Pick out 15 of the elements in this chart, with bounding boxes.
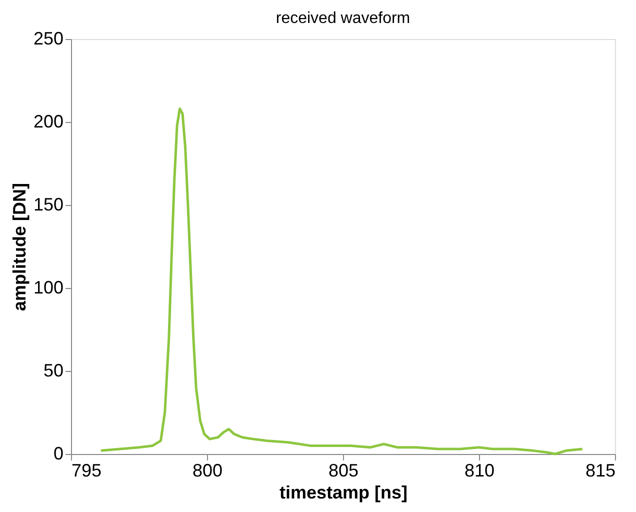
y-tick-label: 150 — [33, 194, 64, 214]
line-series — [100, 107, 584, 456]
y-tick-label: 50 — [43, 360, 64, 380]
x-tick-label: 815 — [585, 460, 616, 480]
y-tick-label: 250 — [33, 28, 64, 48]
x-tick-label: 800 — [192, 460, 223, 480]
x-axis-title: timestamp [ns] — [279, 482, 408, 502]
y-axis-title: amplitude [DN] — [9, 183, 30, 311]
x-tick-label: 805 — [328, 460, 359, 480]
y-tick-label: 0 — [53, 444, 64, 464]
x-tick-label: 795 — [72, 460, 102, 480]
chart-title: received waveform — [276, 10, 410, 27]
x-tick-label: 810 — [464, 460, 495, 480]
y-tick-label: 100 — [33, 278, 64, 298]
y-tick-label: 200 — [33, 112, 64, 132]
